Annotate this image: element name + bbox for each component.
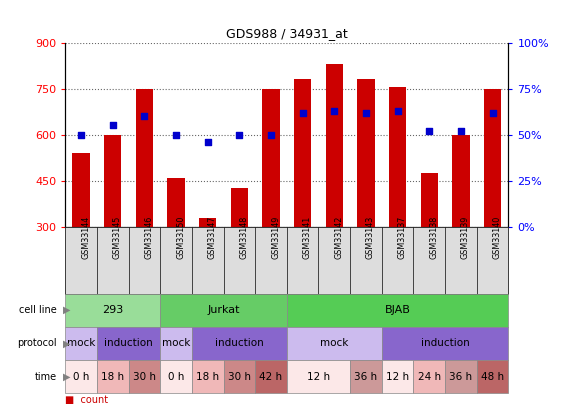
Text: GSM33144: GSM33144 — [81, 215, 90, 259]
Text: 0 h: 0 h — [73, 372, 89, 382]
Point — [298, 109, 307, 116]
Text: GSM33145: GSM33145 — [113, 215, 122, 259]
Bar — [452, 134, 470, 227]
Bar — [104, 134, 122, 227]
Text: 30 h: 30 h — [228, 372, 251, 382]
Text: induction: induction — [421, 339, 469, 348]
Text: Jurkat: Jurkat — [207, 305, 240, 315]
Text: 293: 293 — [102, 305, 123, 315]
Bar — [357, 79, 375, 227]
Point — [456, 128, 465, 134]
Text: GSM33141: GSM33141 — [303, 215, 312, 259]
Text: 36 h: 36 h — [449, 372, 473, 382]
Text: mock: mock — [320, 339, 349, 348]
Text: ▶: ▶ — [62, 305, 70, 315]
Bar — [168, 178, 185, 227]
Title: GDS988 / 34931_at: GDS988 / 34931_at — [226, 27, 348, 40]
Point — [266, 131, 275, 138]
Bar — [73, 153, 90, 227]
Text: mock: mock — [162, 339, 190, 348]
Text: induction: induction — [105, 339, 153, 348]
Bar — [262, 89, 279, 227]
Point — [393, 107, 402, 114]
Point — [425, 128, 434, 134]
Text: GSM33137: GSM33137 — [398, 215, 407, 259]
Bar — [199, 217, 216, 227]
Text: 48 h: 48 h — [481, 372, 504, 382]
Point — [361, 109, 370, 116]
Text: GSM33138: GSM33138 — [429, 215, 438, 259]
Point — [235, 131, 244, 138]
Text: GSM33149: GSM33149 — [271, 215, 280, 259]
Text: cell line: cell line — [19, 305, 57, 315]
Bar — [420, 173, 438, 227]
Text: GSM33139: GSM33139 — [461, 215, 470, 259]
Text: 30 h: 30 h — [133, 372, 156, 382]
Text: protocol: protocol — [17, 339, 57, 348]
Bar — [294, 79, 311, 227]
Text: 36 h: 36 h — [354, 372, 378, 382]
Text: 42 h: 42 h — [260, 372, 282, 382]
Bar — [136, 89, 153, 227]
Point — [77, 131, 86, 138]
Point — [172, 131, 181, 138]
Text: GSM33148: GSM33148 — [239, 215, 248, 259]
Text: 12 h: 12 h — [307, 372, 330, 382]
Text: mock: mock — [67, 339, 95, 348]
Point — [488, 109, 497, 116]
Point — [203, 139, 212, 145]
Text: GSM33143: GSM33143 — [366, 215, 375, 259]
Point — [330, 107, 339, 114]
Text: GSM33147: GSM33147 — [208, 215, 217, 259]
Text: 24 h: 24 h — [417, 372, 441, 382]
Bar — [389, 87, 406, 227]
Text: time: time — [35, 372, 57, 382]
Point — [140, 113, 149, 119]
Text: ▶: ▶ — [62, 372, 70, 382]
Text: 12 h: 12 h — [386, 372, 409, 382]
Text: GSM33150: GSM33150 — [176, 215, 185, 259]
Text: GSM33140: GSM33140 — [492, 215, 502, 259]
Text: induction: induction — [215, 339, 264, 348]
Text: 0 h: 0 h — [168, 372, 184, 382]
Text: BJAB: BJAB — [385, 305, 411, 315]
Text: GSM33142: GSM33142 — [335, 215, 343, 259]
Point — [108, 122, 118, 129]
Bar — [484, 89, 501, 227]
Text: GSM33146: GSM33146 — [144, 215, 153, 259]
Bar — [231, 188, 248, 227]
Bar — [325, 64, 343, 227]
Text: 18 h: 18 h — [101, 372, 124, 382]
Text: 18 h: 18 h — [196, 372, 219, 382]
Text: ■  count: ■ count — [65, 395, 108, 405]
Text: ▶: ▶ — [62, 339, 70, 348]
